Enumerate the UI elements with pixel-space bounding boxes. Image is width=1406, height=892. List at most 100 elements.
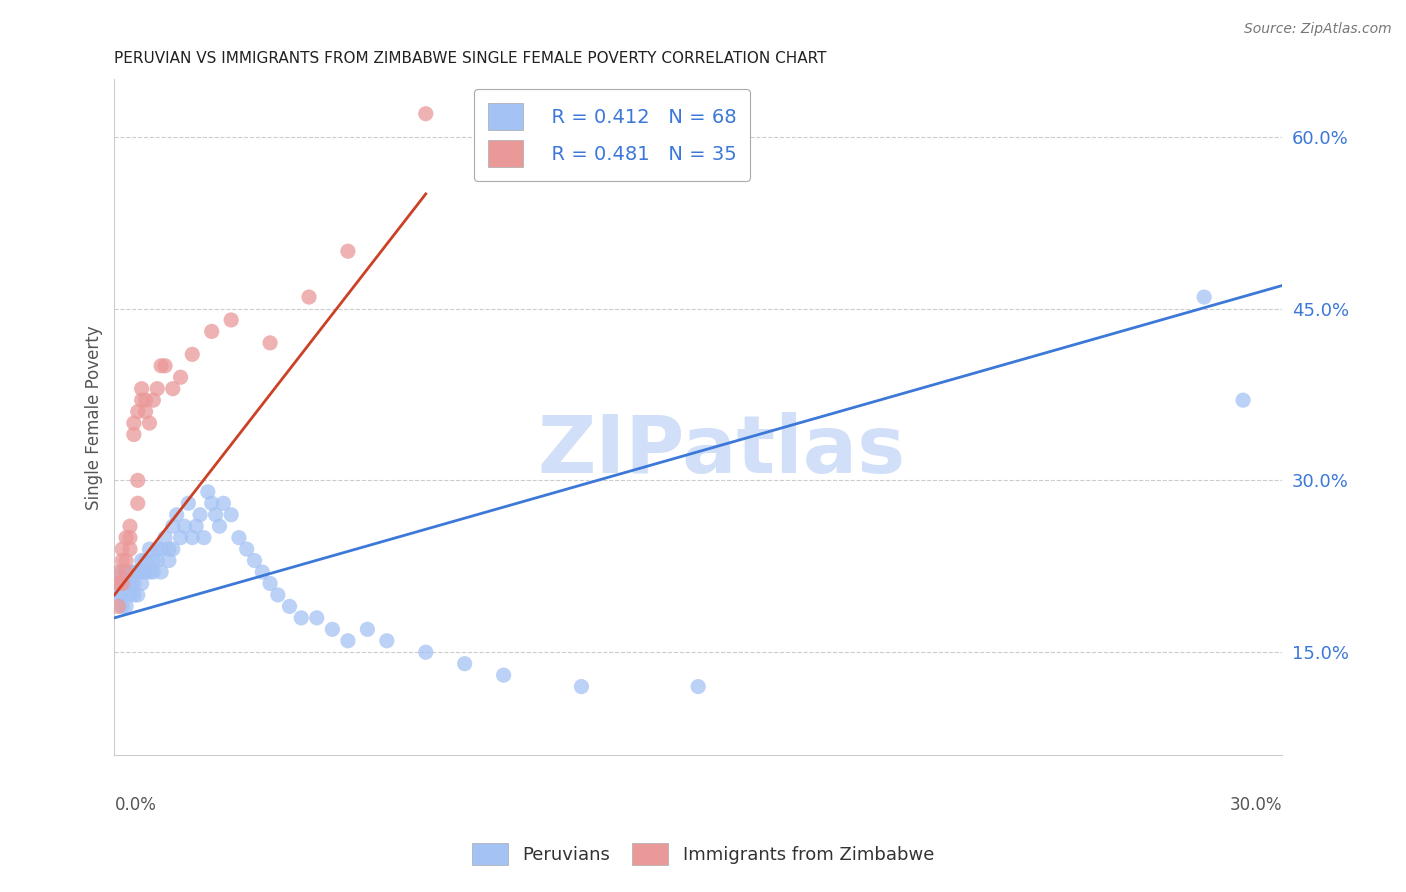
Point (115, 553, 138, 567)
Point (177, 496, 200, 510)
Point (162, 382, 184, 396)
Point (107, 565, 129, 579)
Point (107, 576, 129, 591)
Point (204, 508, 226, 522)
Point (118, 565, 141, 579)
Point (142, 565, 165, 579)
Point (131, 553, 153, 567)
Point (127, 496, 149, 510)
Point (153, 531, 176, 545)
Point (122, 576, 145, 591)
Point (252, 565, 274, 579)
Point (219, 508, 242, 522)
Point (115, 531, 138, 545)
Point (131, 382, 153, 396)
Point (259, 576, 281, 591)
Point (219, 313, 242, 327)
Point (131, 576, 153, 591)
Point (150, 359, 173, 373)
Text: ZIPatlas: ZIPatlas (537, 412, 905, 490)
Point (688, 680, 710, 694)
Point (201, 496, 224, 510)
Point (111, 576, 134, 591)
Point (135, 404, 157, 418)
Point (571, 680, 593, 694)
Point (162, 519, 184, 533)
Point (356, 623, 378, 637)
Y-axis label: Single Female Poverty: Single Female Poverty (86, 325, 103, 509)
Point (186, 519, 208, 533)
Point (111, 599, 134, 614)
Point (278, 599, 301, 614)
Point (336, 633, 359, 648)
Point (135, 393, 157, 408)
Point (138, 565, 160, 579)
Point (135, 565, 157, 579)
Point (115, 576, 138, 591)
Point (228, 531, 250, 545)
Point (157, 553, 180, 567)
Point (146, 542, 169, 557)
Point (305, 611, 328, 625)
Point (146, 382, 169, 396)
Point (142, 553, 165, 567)
Point (169, 370, 191, 384)
Point (111, 542, 134, 557)
Point (135, 553, 157, 567)
Point (267, 588, 290, 602)
Point (259, 335, 281, 350)
Point (173, 519, 195, 533)
Point (115, 565, 138, 579)
Point (138, 542, 160, 557)
Point (138, 416, 160, 430)
Point (201, 325, 224, 339)
Point (107, 576, 129, 591)
Point (122, 427, 145, 442)
Text: PERUVIAN VS IMMIGRANTS FROM ZIMBABWE SINGLE FEMALE POVERTY CORRELATION CHART: PERUVIAN VS IMMIGRANTS FROM ZIMBABWE SIN… (114, 51, 827, 66)
Point (153, 359, 176, 373)
Text: 0.0%: 0.0% (114, 796, 156, 814)
Point (115, 565, 138, 579)
Point (415, 106, 437, 120)
Point (150, 542, 173, 557)
Point (142, 393, 165, 408)
Point (1232, 393, 1254, 408)
Point (118, 588, 141, 602)
Point (375, 633, 398, 648)
Point (111, 588, 134, 602)
Point (235, 542, 257, 557)
Point (166, 508, 188, 522)
Point (197, 484, 219, 499)
Text: Source: ZipAtlas.com: Source: ZipAtlas.com (1244, 22, 1392, 37)
Point (127, 404, 149, 418)
Point (162, 542, 184, 557)
Point (107, 588, 129, 602)
Point (127, 588, 149, 602)
Point (181, 347, 204, 361)
Point (111, 553, 134, 567)
Point (127, 565, 149, 579)
Point (453, 657, 475, 671)
Point (122, 588, 145, 602)
Point (208, 519, 231, 533)
Point (122, 565, 145, 579)
Point (188, 508, 211, 522)
Legend: Peruvians, Immigrants from Zimbabwe: Peruvians, Immigrants from Zimbabwe (463, 834, 943, 874)
Point (107, 599, 129, 614)
Point (415, 645, 437, 659)
Point (118, 531, 141, 545)
Point (290, 611, 312, 625)
Point (193, 531, 215, 545)
Point (115, 599, 138, 614)
Point (243, 553, 266, 567)
Point (111, 565, 134, 579)
Point (298, 290, 321, 304)
Point (150, 565, 173, 579)
Point (131, 393, 153, 408)
Point (146, 553, 169, 567)
Point (321, 623, 343, 637)
Point (1192, 290, 1215, 304)
Point (122, 416, 145, 430)
Point (336, 244, 359, 259)
Point (212, 496, 235, 510)
